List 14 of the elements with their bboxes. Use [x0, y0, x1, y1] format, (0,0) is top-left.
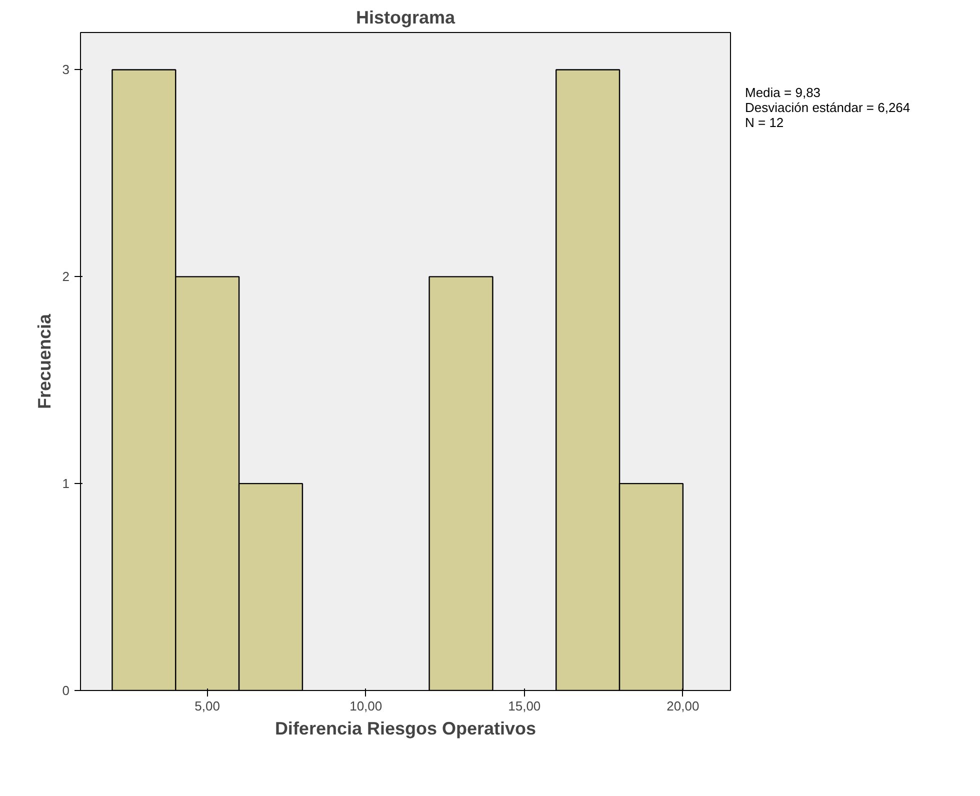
chart-title: Histograma	[356, 8, 456, 28]
y-axis-title: Frecuencia	[34, 312, 54, 410]
x-tick-label: 15,00	[508, 698, 541, 714]
x-tick-label: 20,00	[666, 698, 700, 714]
x-tick-label: 5,00	[194, 698, 220, 714]
text: Desviación estándar = 6,264	[745, 100, 910, 115]
y-tick-label: 0	[62, 683, 70, 698]
text: Media = 9,83	[745, 85, 821, 100]
y-tick-label: 1	[62, 476, 70, 492]
y-tick-label: 2	[62, 269, 70, 284]
text: N = 12	[745, 115, 784, 130]
x-tick-label: 10,00	[350, 698, 382, 714]
y-tick-label: 3	[62, 62, 70, 78]
x-axis-title: Diferencia Riesgos Operativos	[274, 718, 536, 738]
